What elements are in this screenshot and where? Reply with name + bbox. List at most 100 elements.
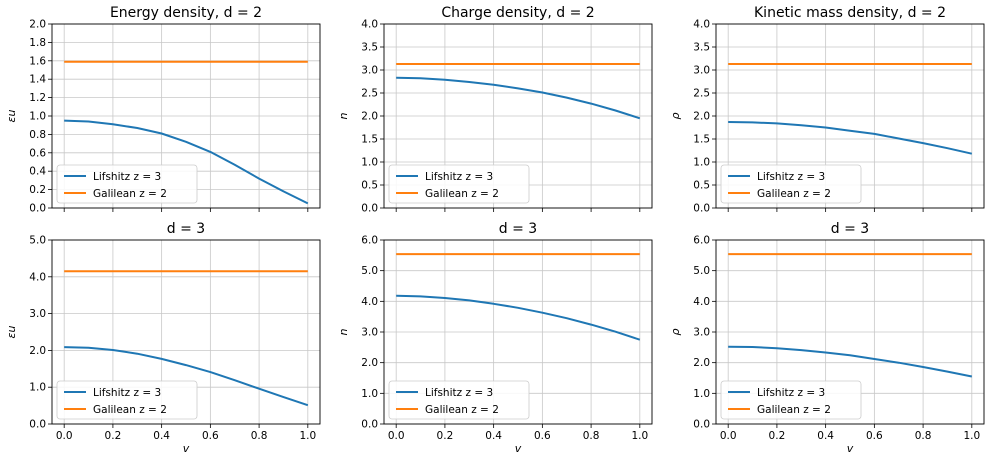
x-tick-label: 0.8 (251, 430, 268, 442)
legend: Lifshitz z = 3 Galilean z = 2 (720, 164, 862, 204)
y-tick-label: 1.0 (29, 382, 46, 394)
x-tick-label: 0.4 (485, 430, 502, 442)
legend-box (388, 380, 530, 420)
chart-panel-4: 0.0 1.0 2.0 3.0 4.0 5.0 0.0 0.2 0.4 0.6 0.8 1.0 d = … (5, 221, 321, 455)
y-tick-label: 4.0 (361, 19, 378, 31)
chart-title: d = 3 (499, 221, 537, 237)
chart-panel-5: 0.0 1.0 2.0 3.0 4.0 5.0 6.0 0.0 0.2 0.4 0.6 0.8 1.0 d… (337, 221, 653, 455)
y-tick-label: 0.0 (693, 203, 710, 215)
y-axis-label: n (337, 112, 350, 119)
x-tick-label: 1.0 (963, 430, 980, 442)
x-tick-label: 0.8 (583, 430, 600, 442)
y-tick-label: 4.0 (29, 271, 46, 283)
y-tick-label: 1.0 (693, 157, 710, 169)
y-tick-label: 0.8 (29, 129, 46, 141)
legend-label-1: Lifshitz z = 3 (757, 387, 825, 399)
y-tick-label: 0.5 (361, 180, 378, 192)
chart-title: Energy density, d = 2 (110, 5, 262, 21)
y-tick-label: 2.0 (693, 357, 710, 369)
chart-title: Kinetic mass density, d = 2 (754, 5, 946, 21)
legend-box (56, 380, 198, 420)
y-tick-label: 3.5 (693, 42, 710, 54)
y-tick-label: 0.0 (29, 203, 46, 215)
y-axis-label: ρ (669, 328, 682, 335)
series-line-1 (728, 345, 972, 378)
legend: Lifshitz z = 3 Galilean z = 2 (56, 164, 198, 204)
legend-label-2: Galilean z = 2 (425, 188, 499, 200)
x-tick-label: 0.6 (202, 430, 219, 442)
y-tick-label: 3.5 (361, 42, 378, 54)
series-line-1 (728, 121, 973, 155)
legend-box (720, 380, 862, 420)
chart-title: Charge density, d = 2 (441, 5, 594, 21)
series-line-1 (64, 119, 309, 205)
legend: Lifshitz z = 3 Galilean z = 2 (388, 164, 530, 204)
y-tick-label: 1.0 (361, 157, 378, 169)
legend-label-2: Galilean z = 2 (425, 404, 499, 416)
legend-label-2: Galilean z = 2 (93, 404, 167, 416)
legend-label-2: Galilean z = 2 (757, 188, 831, 200)
x-tick-label: 0.4 (153, 430, 170, 442)
y-tick-label: 2.0 (693, 111, 710, 123)
x-tick-label: 0.0 (56, 430, 73, 442)
y-tick-label: 1.4 (29, 74, 46, 86)
y-tick-label: 4.0 (693, 296, 710, 308)
legend: Lifshitz z = 3 Galilean z = 2 (388, 380, 530, 420)
legend: Lifshitz z = 3 Galilean z = 2 (720, 380, 862, 420)
plot-frame (51, 23, 321, 209)
y-tick-label: 6.0 (693, 235, 710, 247)
legend-label-1: Lifshitz z = 3 (425, 387, 493, 399)
chart-panel-3: 0.0 0.5 1.0 1.5 2.0 2.5 3.0 3.5 4.0 Kinetic mass … (669, 5, 985, 215)
y-tick-label: 2.0 (361, 357, 378, 369)
y-tick-label: 0.5 (693, 180, 710, 192)
series-line-1 (396, 76, 641, 120)
legend-box (720, 164, 862, 204)
x-axis-label: v (183, 442, 190, 455)
plot-frame (715, 23, 985, 209)
chart-panel-6: 0.0 1.0 2.0 3.0 4.0 5.0 6.0 0.0 0.2 0.4 0.6 0.8 1.0 d… (669, 221, 985, 455)
y-tick-label: 0.2 (29, 184, 46, 196)
y-tick-label: 4.0 (361, 296, 378, 308)
y-tick-label: 1.8 (29, 37, 46, 49)
x-tick-label: 1.0 (631, 430, 648, 442)
x-axis-label: v (847, 442, 854, 455)
chart-panel-1: 0.0 0.2 0.4 0.6 0.8 1.0 1.2 1.4 1.6 1.8 2.0 Energy … (5, 5, 321, 215)
y-tick-label: 1.6 (29, 55, 46, 67)
legend-label-1: Lifshitz z = 3 (93, 171, 161, 183)
y-tick-label: 0.6 (29, 147, 46, 159)
legend-label-2: Galilean z = 2 (757, 404, 831, 416)
x-tick-label: 1.0 (299, 430, 316, 442)
legend-box (388, 164, 530, 204)
y-tick-label: 1.0 (361, 388, 378, 400)
y-tick-label: 5.0 (693, 265, 710, 277)
plot-frame (383, 239, 653, 425)
y-tick-label: 1.0 (693, 388, 710, 400)
y-tick-label: 0.0 (29, 419, 46, 431)
x-axis-label: v (515, 442, 522, 455)
series-line-1 (64, 346, 309, 407)
chart-title: d = 3 (167, 221, 205, 237)
y-tick-label: 3.0 (29, 308, 46, 320)
legend-box (56, 164, 198, 204)
y-tick-label: 0.4 (29, 166, 46, 178)
chart-title: d = 3 (831, 221, 869, 237)
y-tick-label: 1.0 (29, 111, 46, 123)
x-tick-label: 0.6 (534, 430, 551, 442)
x-tick-label: 0.4 (817, 430, 834, 442)
plot-frame (51, 239, 321, 425)
y-tick-label: 5.0 (29, 235, 46, 247)
y-tick-label: 0.0 (361, 203, 378, 215)
y-tick-label: 2.0 (361, 111, 378, 123)
x-tick-label: 0.8 (915, 430, 932, 442)
y-tick-label: 4.0 (693, 19, 710, 31)
y-tick-label: 2.0 (29, 345, 46, 357)
y-tick-label: 3.0 (693, 327, 710, 339)
y-axis-label: n (337, 328, 350, 335)
y-tick-label: 3.0 (361, 327, 378, 339)
chart-panel-2: 0.0 0.5 1.0 1.5 2.0 2.5 3.0 3.5 4.0 Charge densit… (337, 5, 653, 215)
y-tick-label: 2.5 (693, 88, 710, 100)
y-tick-label: 1.5 (693, 134, 710, 146)
y-tick-label: 5.0 (361, 265, 378, 277)
legend: Lifshitz z = 3 Galilean z = 2 (56, 380, 198, 420)
x-tick-label: 0.0 (388, 430, 405, 442)
